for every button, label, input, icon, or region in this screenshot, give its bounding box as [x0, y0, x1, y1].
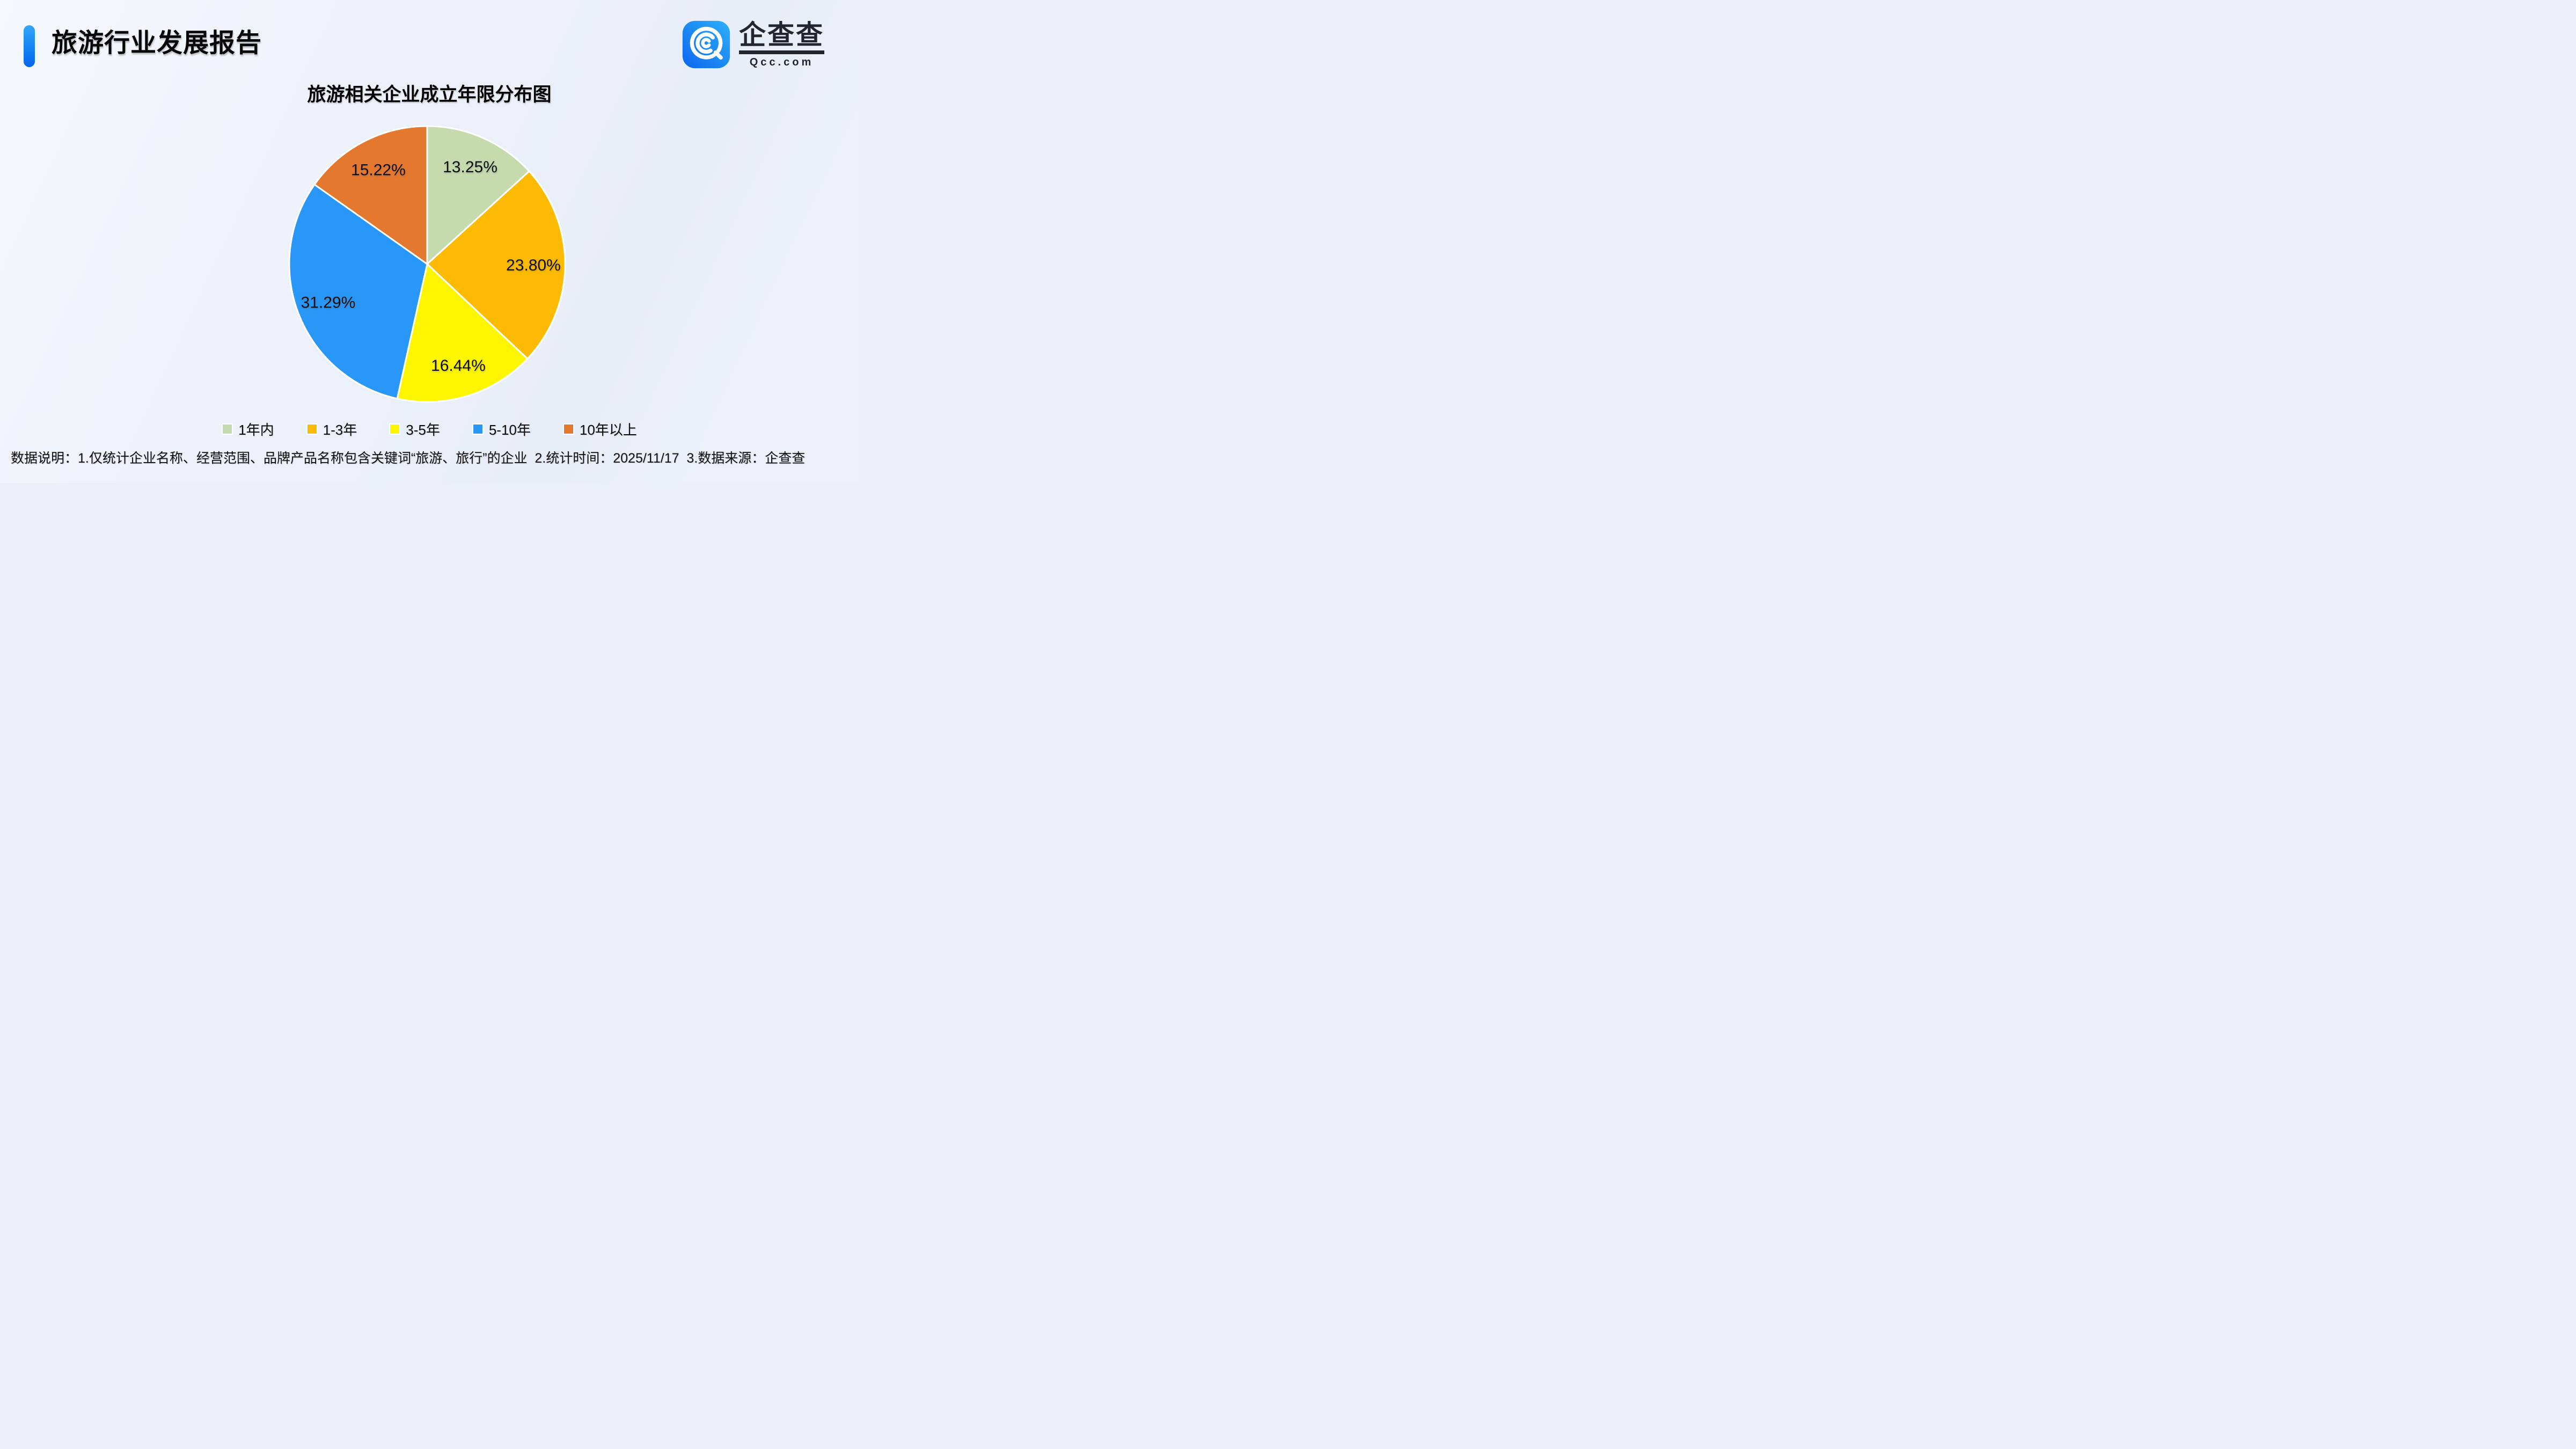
pie-label-5-10年: 31.29%: [301, 294, 356, 311]
legend-item-5-10年: 5-10年: [472, 419, 531, 439]
chart-legend: 1年内 1-3年 3-5年 5-10年 10年以上: [0, 419, 859, 439]
legend-item-1-3年: 1-3年: [306, 419, 357, 439]
legend-label-5-10年: 5-10年: [488, 422, 531, 438]
legend-label-1年内: 1年内: [238, 422, 274, 438]
pie-slice-3-5年: [396, 263, 529, 403]
legend-swatch-1年内: [222, 423, 233, 435]
pie-label-1年内: 13.25%: [443, 158, 497, 176]
pie-slice-10年以上: [313, 125, 428, 265]
legend-item-10年以上: 10年以上: [562, 419, 637, 439]
pie-label-10年以上: 15.22%: [351, 161, 406, 179]
pie-label-1-3年: 23.80%: [506, 257, 561, 274]
brand-logo: 企查查 Qcc.com: [682, 20, 824, 69]
legend-label-10年以上: 10年以上: [579, 422, 637, 438]
legend-swatch-3-5年: [389, 423, 401, 435]
pie-slice-1年内: [426, 125, 530, 265]
legend-item-1年内: 1年内: [222, 419, 274, 439]
report-canvas: 旅游行业发展报告 企查查 Qcc.com 旅游相关企业成立年限分布图 13.25…: [0, 0, 859, 483]
brand-name: 企查查: [739, 21, 824, 54]
brand-domain: Qcc.com: [749, 56, 814, 68]
qcc-logo-icon: [682, 20, 730, 69]
legend-swatch-5-10年: [472, 423, 484, 435]
legend-label-3-5年: 3-5年: [406, 422, 440, 438]
brand-text: 企查查 Qcc.com: [739, 21, 824, 69]
data-note: 数据说明：1.仅统计企业名称、经营范围、品牌产品名称包含关键词“旅游、旅行”的企…: [11, 451, 806, 466]
report-title: 旅游行业发展报告: [52, 29, 262, 57]
legend-swatch-10年以上: [562, 423, 574, 435]
pie-slice-5-10年: [288, 184, 428, 400]
pie-slice-1-3年: [426, 170, 566, 360]
chart-title: 旅游相关企业成立年限分布图: [307, 84, 552, 105]
legend-swatch-1-3年: [306, 423, 318, 435]
pie-chart: 13.25% 23.80% 16.44% 31.29% 15.22%: [288, 125, 566, 403]
legend-item-3-5年: 3-5年: [389, 419, 440, 439]
legend-label-1-3年: 1-3年: [323, 422, 357, 438]
pie-label-3-5年: 16.44%: [431, 357, 486, 375]
title-accent-bar: [24, 25, 35, 67]
